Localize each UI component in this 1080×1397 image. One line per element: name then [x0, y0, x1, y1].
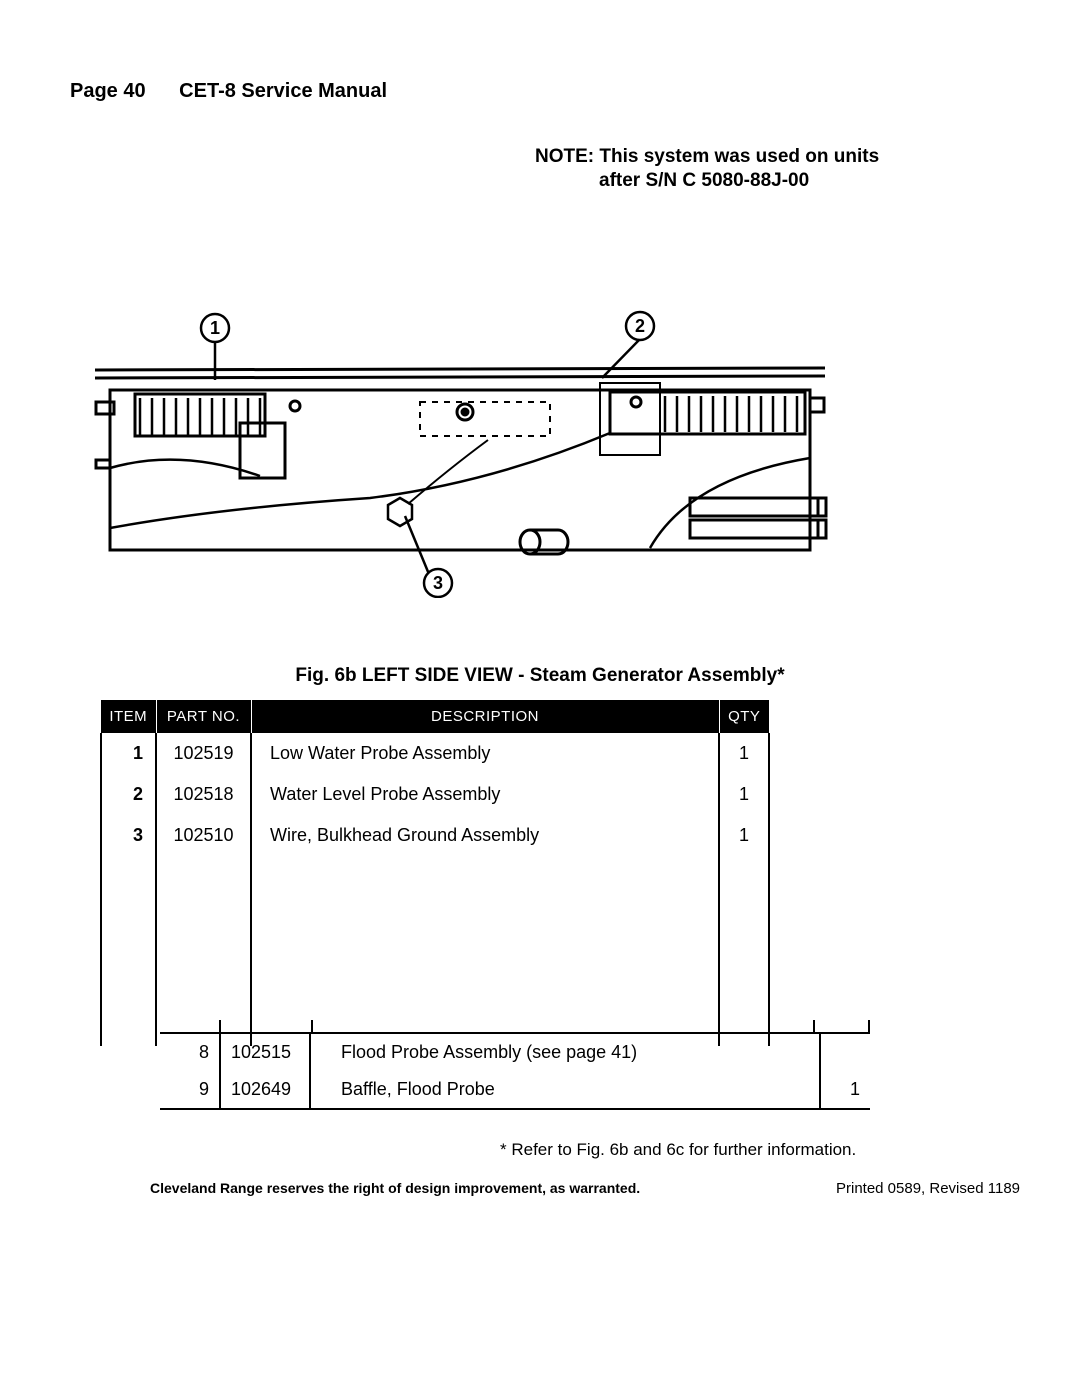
cell-item: 1 [101, 733, 156, 774]
footnote: * Refer to Fig. 6b and 6c for further in… [500, 1140, 856, 1160]
parts-table-secondary: 8102515Flood Probe Assembly (see page 41… [160, 1032, 870, 1110]
col-partno: PART NO. [156, 700, 251, 733]
cell-qty: 1 [719, 815, 769, 856]
col-desc: DESCRIPTION [251, 700, 719, 733]
page-number: Page 40 [70, 80, 146, 102]
parts-table: ITEM PART NO. DESCRIPTION QTY 1102519Low… [100, 700, 770, 1046]
cell-partno: 102519 [156, 733, 251, 774]
cell-item: 8 [160, 1033, 220, 1071]
figure-caption: Fig. 6b LEFT SIDE VIEW - Steam Generator… [0, 665, 1080, 687]
cell-qty: 1 [820, 1071, 870, 1109]
cell-partno: 102518 [156, 774, 251, 815]
cell-item: 9 [160, 1071, 220, 1109]
cell-desc: Low Water Probe Assembly [251, 733, 719, 774]
cell-desc: Flood Probe Assembly (see page 41) [310, 1033, 820, 1071]
footer-left: Cleveland Range reserves the right of de… [150, 1180, 640, 1196]
cell-qty [820, 1033, 870, 1071]
cell-qty: 1 [719, 733, 769, 774]
figure-caption-text: Fig. 6b LEFT SIDE VIEW - Steam Generator… [295, 665, 784, 686]
note-line1: This system was used on units [599, 146, 879, 167]
doc-title: CET-8 Service Manual [179, 80, 387, 102]
cell-partno: 102649 [220, 1071, 310, 1109]
cell-partno: 102510 [156, 815, 251, 856]
cell-qty: 1 [719, 774, 769, 815]
cell-desc: Water Level Probe Assembly [251, 774, 719, 815]
table-row: 9102649Baffle, Flood Probe1 [160, 1071, 870, 1109]
cell-partno: 102515 [220, 1033, 310, 1071]
svg-text:2: 2 [635, 316, 645, 336]
table-row: 3102510Wire, Bulkhead Ground Assembly1 [101, 815, 769, 856]
col-item: ITEM [101, 700, 156, 733]
footer-right: Printed 0589, Revised 1189 [836, 1180, 1020, 1197]
table-row: 8102515Flood Probe Assembly (see page 41… [160, 1033, 870, 1071]
col-qty: QTY [719, 700, 769, 733]
table-spacer [101, 856, 769, 1046]
note-prefix: NOTE: [535, 146, 594, 167]
cell-desc: Baffle, Flood Probe [310, 1071, 820, 1109]
note-line2: after S/N C 5080-88J-00 [535, 170, 809, 191]
note-block: NOTE: This system was used on units afte… [535, 145, 915, 193]
cell-item: 2 [101, 774, 156, 815]
table-row: 2102518Water Level Probe Assembly1 [101, 774, 769, 815]
svg-text:3: 3 [433, 573, 443, 593]
page-header: Page 40 CET-8 Service Manual [70, 80, 1010, 103]
cell-item: 3 [101, 815, 156, 856]
table-row: 1102519Low Water Probe Assembly1 [101, 733, 769, 774]
cell-desc: Wire, Bulkhead Ground Assembly [251, 815, 719, 856]
assembly-diagram: 1 2 3 [90, 298, 830, 598]
table-header-row: ITEM PART NO. DESCRIPTION QTY [101, 700, 769, 733]
svg-text:1: 1 [210, 318, 220, 338]
